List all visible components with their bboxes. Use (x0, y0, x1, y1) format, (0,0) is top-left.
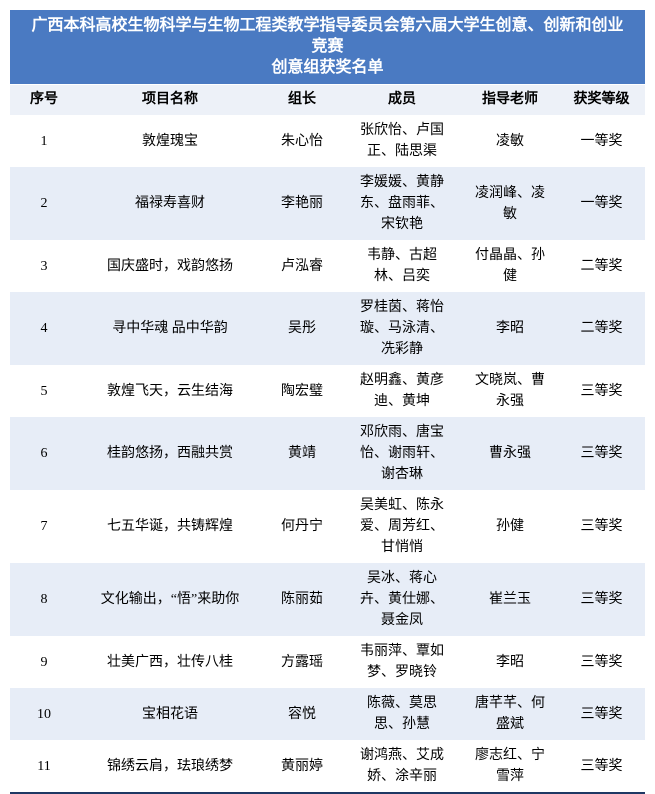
cell-advisor: 曹永强 (462, 417, 558, 490)
cell-leader: 李艳丽 (262, 167, 342, 240)
cell-award-level: 二等奖 (580, 258, 623, 274)
table-row: 4 寻中华魂 品中华韵 吴彤 罗桂茵、蒋怡璇、马泳清、冼彩静 李昭 二等奖 (10, 292, 645, 365)
cell-members: 韦丽萍、覃如梦、罗晓铃 (360, 644, 444, 680)
cell-award-level: 三等奖 (580, 654, 623, 670)
cell-advisor: 唐芊芊、何盛斌 (462, 688, 558, 740)
cell-members: 罗桂茵、蒋怡璇、马泳清、冼彩静 (342, 292, 462, 365)
cell-serial-number: 11 (37, 758, 51, 774)
cell-leader: 卢泓睿 (281, 258, 323, 274)
title-line-1: 广西本科高校生物科学与生物工程类教学指导委员会第六届大学生创意、创新和创业竞赛 (31, 17, 624, 55)
table-row: 6 桂韵悠扬，西融共赏 黄靖 邓欣雨、唐宝怡、谢雨轩、谢杏琳 曹永强 三等奖 (10, 417, 645, 490)
cell-members: 赵明鑫、黄彦迪、黄坤 (360, 373, 444, 409)
cell-members: 谢鸿燕、艾成娇、涂辛丽 (360, 748, 444, 784)
cell-leader: 黄靖 (262, 417, 342, 490)
cell-members: 邓欣雨、唐宝怡、谢雨轩、谢杏琳 (342, 417, 462, 490)
table-row: 3 国庆盛时，戏韵悠扬 卢泓睿 韦静、古超林、吕奕 付晶晶、孙健 二等奖 (10, 240, 645, 292)
cell-project-name: 锦绣云肩，珐琅绣梦 (107, 758, 233, 774)
cell-award-level: 三等奖 (580, 383, 623, 399)
cell-award-level: 三等奖 (558, 563, 645, 636)
cell-serial-number: 2 (10, 167, 78, 240)
cell-serial-number: 5 (40, 383, 48, 399)
header-no: 序号 (10, 85, 78, 115)
cell-project-name: 文化输出，“悟”来助你 (78, 563, 262, 636)
cell-members: 吴美虹、陈永爱、周芳红、甘悄悄 (360, 498, 444, 555)
cell-advisor: 凌润峰、凌敏 (462, 167, 558, 240)
cell-project-name: 敦煌飞天，云生结海 (107, 383, 233, 399)
cell-serial-number: 7 (40, 519, 48, 534)
cell-project-name: 宝相花语 (78, 688, 262, 740)
cell-advisor: 李昭 (496, 654, 524, 670)
table-row: 11 锦绣云肩，珐琅绣梦 黄丽婷 谢鸿燕、艾成娇、涂辛丽 廖志红、宁雪萍 三等奖 (10, 740, 645, 793)
award-table-body: 1 敦煌瑰宝 朱心怡 张欣怡、卢国正、陆思渠 凌敏 一等奖 2 福禄寿喜财 李艳… (10, 115, 645, 793)
table-row: 5 敦煌飞天，云生结海 陶宏璧 赵明鑫、黄彦迪、黄坤 文晓岚、曹永强 三等奖 (10, 365, 645, 417)
cell-advisor: 李昭 (462, 292, 558, 365)
cell-serial-number: 4 (10, 292, 78, 365)
cell-leader: 陶宏璧 (281, 383, 323, 399)
cell-members: 陈薇、莫思思、孙慧 (342, 688, 462, 740)
cell-leader: 容悦 (262, 688, 342, 740)
cell-serial-number: 8 (10, 563, 78, 636)
cell-leader: 方露瑶 (281, 654, 323, 670)
cell-award-level: 三等奖 (558, 688, 645, 740)
header-leader: 组长 (262, 85, 342, 115)
cell-serial-number: 1 (40, 133, 48, 149)
cell-advisor: 廖志红、宁雪萍 (475, 748, 545, 784)
cell-advisor: 孙健 (496, 519, 524, 534)
cell-leader: 朱心怡 (281, 133, 323, 149)
cell-project-name: 敦煌瑰宝 (142, 133, 198, 149)
cell-serial-number: 9 (40, 654, 48, 670)
header-project: 项目名称 (78, 85, 262, 115)
table-row: 8 文化输出，“悟”来助你 陈丽茹 吴冰、蒋心卉、黄仕娜、聂金凤 崔兰玉 三等奖 (10, 563, 645, 636)
cell-serial-number: 6 (10, 417, 78, 490)
cell-project-name: 福禄寿喜财 (78, 167, 262, 240)
table-row: 7 七五华诞，共铸辉煌 何丹宁 吴美虹、陈永爱、周芳红、甘悄悄 孙健 三等奖 (10, 490, 645, 563)
table-row: 2 福禄寿喜财 李艳丽 李媛媛、黄静东、盘雨菲、宋钦艳 凌润峰、凌敏 一等奖 (10, 167, 645, 240)
cell-advisor: 崔兰玉 (462, 563, 558, 636)
cell-project-name: 七五华诞，共铸辉煌 (107, 519, 233, 534)
cell-leader: 陈丽茹 (262, 563, 342, 636)
table-row: 10 宝相花语 容悦 陈薇、莫思思、孙慧 唐芊芊、何盛斌 三等奖 (10, 688, 645, 740)
cell-advisor: 文晓岚、曹永强 (475, 373, 545, 409)
table-row: 9 壮美广西，壮传八桂 方露瑶 韦丽萍、覃如梦、罗晓铃 李昭 三等奖 (10, 636, 645, 688)
cell-members: 李媛媛、黄静东、盘雨菲、宋钦艳 (342, 167, 462, 240)
cell-project-name: 桂韵悠扬，西融共赏 (78, 417, 262, 490)
award-table: 序号 项目名称 组长 成员 指导老师 获奖等级 1 敦煌瑰宝 朱心怡 张欣怡、卢… (10, 85, 645, 794)
cell-leader: 何丹宁 (281, 519, 323, 534)
cell-leader: 黄丽婷 (281, 758, 323, 774)
cell-project-name: 寻中华魂 品中华韵 (78, 292, 262, 365)
title-banner: 广西本科高校生物科学与生物工程类教学指导委员会第六届大学生创意、创新和创业竞赛 … (10, 10, 645, 84)
cell-leader: 吴彤 (262, 292, 342, 365)
cell-award-level: 三等奖 (580, 758, 623, 774)
cell-project-name: 壮美广西，壮传八桂 (107, 654, 233, 670)
cell-award-level: 三等奖 (558, 417, 645, 490)
cell-advisor: 凌敏 (496, 133, 524, 149)
table-row: 1 敦煌瑰宝 朱心怡 张欣怡、卢国正、陆思渠 凌敏 一等奖 (10, 115, 645, 167)
cell-serial-number: 10 (10, 688, 78, 740)
cell-award-level: 二等奖 (558, 292, 645, 365)
header-advisor: 指导老师 (462, 85, 558, 115)
cell-members: 吴冰、蒋心卉、黄仕娜、聂金凤 (342, 563, 462, 636)
header-row: 序号 项目名称 组长 成员 指导老师 获奖等级 (10, 85, 645, 115)
cell-award-level: 一等奖 (558, 167, 645, 240)
cell-award-level: 三等奖 (580, 519, 623, 534)
cell-award-level: 一等奖 (580, 133, 623, 149)
title-line-2: 创意组获奖名单 (271, 59, 384, 76)
cell-members: 韦静、古超林、吕奕 (367, 248, 437, 284)
cell-project-name: 国庆盛时，戏韵悠扬 (107, 258, 233, 274)
cell-serial-number: 3 (40, 258, 48, 274)
cell-advisor: 付晶晶、孙健 (475, 248, 545, 284)
header-award: 获奖等级 (558, 85, 645, 115)
header-members: 成员 (342, 85, 462, 115)
cell-members: 张欣怡、卢国正、陆思渠 (360, 123, 444, 159)
